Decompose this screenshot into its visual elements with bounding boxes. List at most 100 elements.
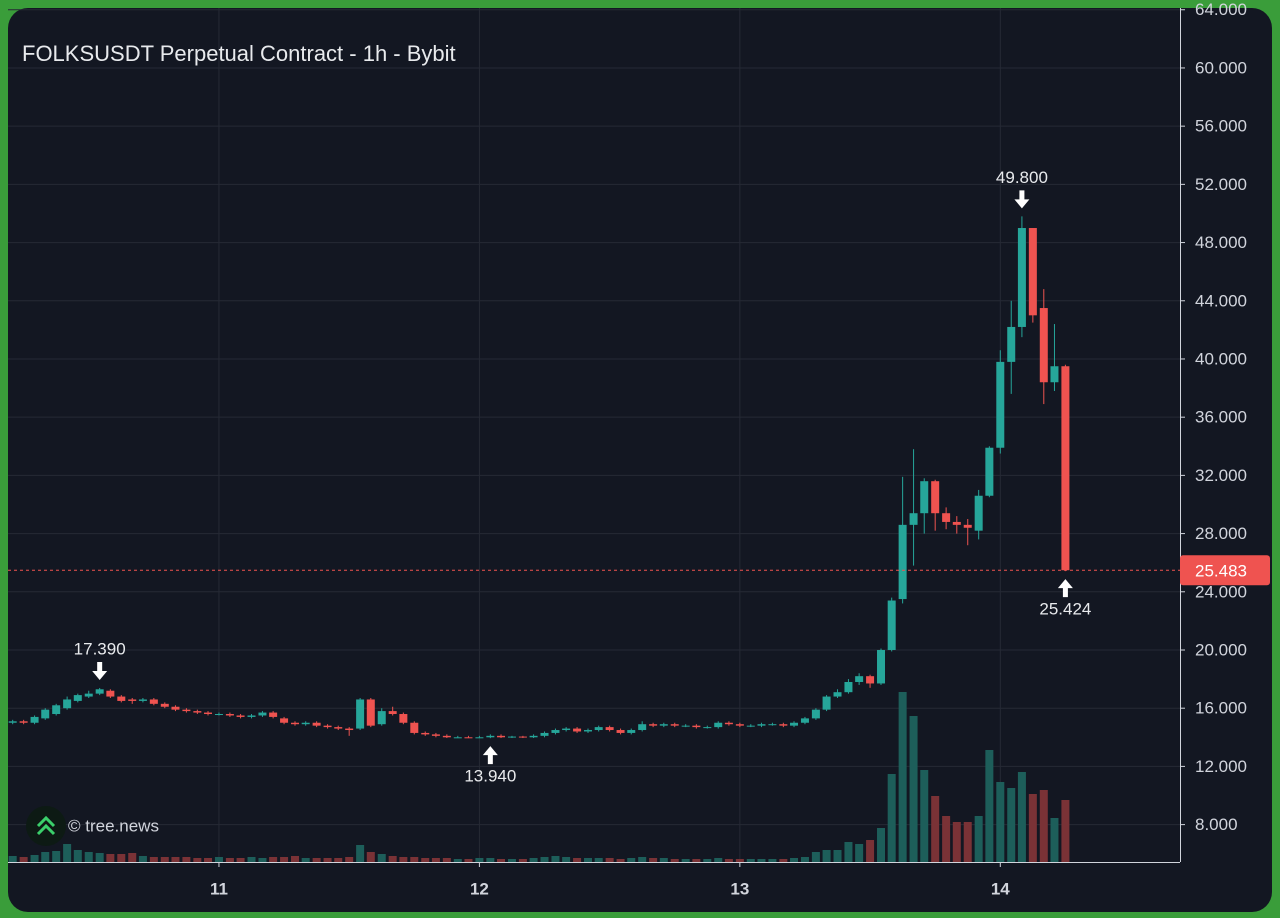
volume-bar — [280, 857, 289, 862]
volume-bar — [1050, 818, 1059, 862]
candle-body — [1039, 308, 1048, 383]
candle-body — [920, 481, 929, 514]
volume-bar — [898, 692, 907, 862]
y-tick-label: 20.000 — [1195, 640, 1247, 659]
candle-body — [182, 709, 191, 712]
volume-bar — [616, 859, 625, 862]
volume-bar — [312, 858, 321, 862]
extreme-marker: 49.800 — [996, 168, 1048, 209]
candle-body — [898, 524, 907, 600]
volume-bar — [507, 859, 516, 862]
candle-body — [963, 524, 972, 528]
candle-body — [410, 722, 419, 733]
volume-bar — [627, 858, 636, 862]
volume-bar — [920, 770, 929, 862]
candle-body — [497, 735, 506, 738]
volume-bar — [442, 858, 451, 862]
candle-body — [106, 690, 115, 697]
candle-body — [225, 714, 234, 716]
candle-body — [1017, 228, 1026, 327]
volume-bar — [551, 856, 560, 862]
volume-bar — [345, 857, 354, 862]
volume-bar — [334, 858, 343, 862]
volume-bar — [909, 716, 918, 862]
candle-body — [909, 513, 918, 525]
extreme-marker: 13.940 — [464, 746, 516, 786]
candle-body — [605, 727, 614, 731]
volume-bar — [800, 857, 809, 862]
volume-bar — [681, 859, 690, 862]
volume-bar — [605, 858, 614, 862]
volume-bar — [768, 859, 777, 862]
volume-bar — [464, 859, 473, 862]
candle-body — [822, 696, 831, 710]
candle-body — [746, 725, 755, 727]
candle-body — [779, 724, 788, 726]
candle-body — [681, 725, 690, 727]
volume-bar — [171, 857, 180, 862]
volume-bar — [540, 857, 549, 862]
candle-body — [431, 734, 440, 736]
volume-bar — [692, 859, 701, 862]
volume-bar — [659, 858, 668, 862]
volume-bar — [399, 857, 408, 862]
volume-bar — [746, 859, 755, 862]
candle-body — [974, 495, 983, 531]
candle-body — [345, 728, 354, 731]
arrow-down — [92, 661, 108, 680]
y-tick-label: 8.000 — [1195, 815, 1238, 834]
y-tick-label: 60.000 — [1195, 58, 1247, 77]
candle-body — [714, 722, 723, 728]
volume-bar — [431, 858, 440, 862]
candle-body — [464, 737, 473, 739]
volume-bar — [931, 796, 940, 862]
volume-bar — [779, 859, 788, 862]
candle-body — [171, 706, 180, 710]
logo-icon — [36, 815, 56, 836]
volume-bar — [377, 854, 386, 862]
volume-bar — [225, 858, 234, 862]
candle-body — [768, 724, 777, 726]
candle-body — [562, 728, 571, 731]
candle-body — [616, 730, 625, 733]
candle-body — [790, 722, 799, 726]
volume-bar — [356, 845, 365, 862]
overlay-layer: 17.390 13.940 49.800 25.424 — [8, 168, 1180, 786]
candle-body — [280, 718, 289, 723]
volume-bar — [757, 859, 766, 862]
volume-bar — [30, 855, 39, 862]
chart-title: FOLKSUSDT Perpetual Contract - 1h - Bybi… — [22, 41, 456, 66]
candle-body — [518, 736, 527, 738]
candle-layer — [8, 216, 1070, 739]
candle-body — [258, 712, 267, 716]
volume-bar — [410, 857, 419, 862]
candle-body — [247, 715, 256, 717]
candle-body — [866, 676, 875, 684]
volume-bar — [128, 853, 137, 862]
y-tick-label: 12.000 — [1195, 757, 1247, 776]
volume-bar — [84, 852, 93, 862]
volume-bar — [855, 844, 864, 862]
volume-bar — [942, 816, 951, 862]
candle-body — [269, 712, 278, 717]
last-price-tag — [1180, 555, 1270, 586]
candle-body — [692, 725, 701, 728]
volume-bar — [649, 858, 658, 862]
candle-body — [399, 714, 408, 723]
volume-bar — [594, 858, 603, 862]
extreme-label: 49.800 — [996, 168, 1048, 187]
candle-body — [931, 481, 940, 514]
y-tick-label: 64.000 — [1195, 0, 1247, 19]
volume-bar — [453, 859, 462, 862]
candle-body — [584, 730, 593, 732]
y-tick-label: 40.000 — [1195, 349, 1247, 368]
candle-body — [627, 730, 636, 733]
grid — [8, 8, 1180, 862]
volume-bar — [475, 858, 484, 862]
volume-bar — [236, 858, 245, 862]
candle-body — [942, 513, 951, 522]
volume-bar — [670, 859, 679, 862]
candle-body — [41, 709, 50, 719]
candle-body — [138, 699, 147, 701]
